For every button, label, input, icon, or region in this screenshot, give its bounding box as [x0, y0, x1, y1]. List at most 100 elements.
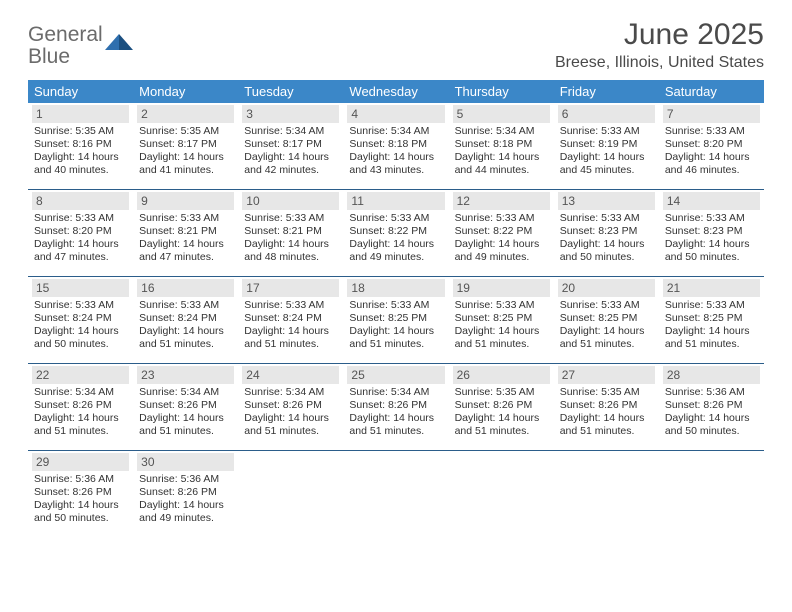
daylight-line: Daylight: 14 hours and 51 minutes. — [34, 412, 127, 438]
day-details: Sunrise: 5:33 AMSunset: 8:21 PMDaylight:… — [242, 212, 339, 265]
calendar-cell: 8Sunrise: 5:33 AMSunset: 8:20 PMDaylight… — [28, 190, 133, 277]
day-details: Sunrise: 5:35 AMSunset: 8:26 PMDaylight:… — [558, 386, 655, 439]
calendar-cell: 1Sunrise: 5:35 AMSunset: 8:16 PMDaylight… — [28, 103, 133, 190]
day-number: 2 — [137, 105, 234, 123]
day-details: Sunrise: 5:33 AMSunset: 8:23 PMDaylight:… — [558, 212, 655, 265]
daylight-line: Daylight: 14 hours and 51 minutes. — [139, 412, 232, 438]
sunset-line: Sunset: 8:25 PM — [665, 312, 758, 325]
daylight-line: Daylight: 14 hours and 51 minutes. — [560, 325, 653, 351]
calendar-cell: 10Sunrise: 5:33 AMSunset: 8:21 PMDayligh… — [238, 190, 343, 277]
calendar-cell: 6Sunrise: 5:33 AMSunset: 8:19 PMDaylight… — [554, 103, 659, 190]
calendar-cell: 23Sunrise: 5:34 AMSunset: 8:26 PMDayligh… — [133, 364, 238, 451]
calendar-cell: 15Sunrise: 5:33 AMSunset: 8:24 PMDayligh… — [28, 277, 133, 364]
month-title: June 2025 — [555, 18, 764, 52]
day-details: Sunrise: 5:33 AMSunset: 8:25 PMDaylight:… — [663, 299, 760, 352]
sunrise-line: Sunrise: 5:33 AM — [244, 212, 337, 225]
sunrise-line: Sunrise: 5:35 AM — [139, 125, 232, 138]
sunrise-line: Sunrise: 5:33 AM — [349, 299, 442, 312]
day-number: 27 — [558, 366, 655, 384]
sunset-line: Sunset: 8:25 PM — [560, 312, 653, 325]
daylight-line: Daylight: 14 hours and 51 minutes. — [244, 325, 337, 351]
calendar-cell: 5Sunrise: 5:34 AMSunset: 8:18 PMDaylight… — [449, 103, 554, 190]
daylight-line: Daylight: 14 hours and 42 minutes. — [244, 151, 337, 177]
daylight-line: Daylight: 14 hours and 51 minutes. — [349, 325, 442, 351]
daylight-line: Daylight: 14 hours and 49 minutes. — [349, 238, 442, 264]
sunset-line: Sunset: 8:26 PM — [665, 399, 758, 412]
brand-logo: General Blue — [28, 18, 135, 68]
daylight-line: Daylight: 14 hours and 47 minutes. — [139, 238, 232, 264]
calendar-cell: 22Sunrise: 5:34 AMSunset: 8:26 PMDayligh… — [28, 364, 133, 451]
day-details: Sunrise: 5:34 AMSunset: 8:26 PMDaylight:… — [137, 386, 234, 439]
day-details: Sunrise: 5:33 AMSunset: 8:25 PMDaylight:… — [347, 299, 444, 352]
daylight-line: Daylight: 14 hours and 50 minutes. — [665, 238, 758, 264]
day-details: Sunrise: 5:33 AMSunset: 8:22 PMDaylight:… — [453, 212, 550, 265]
day-number: 28 — [663, 366, 760, 384]
calendar-cell: 25 Sunrise: 5:34 AMSunset: 8:26 PMDayligh… — [343, 364, 448, 451]
calendar-cell — [238, 451, 343, 538]
daylight-line: Daylight: 14 hours and 48 minutes. — [244, 238, 337, 264]
daylight-line: Daylight: 14 hours and 40 minutes. — [34, 151, 127, 177]
day-number: 17 — [242, 279, 339, 297]
calendar-row: 1Sunrise: 5:35 AMSunset: 8:16 PMDaylight… — [28, 103, 764, 190]
sunset-line: Sunset: 8:26 PM — [34, 399, 127, 412]
sunset-line: Sunset: 8:24 PM — [244, 312, 337, 325]
daylight-line: Daylight: 14 hours and 49 minutes. — [139, 499, 232, 525]
day-details: Sunrise: 5:34 AMSunset: 8:17 PMDaylight:… — [242, 125, 339, 178]
sunset-line: Sunset: 8:22 PM — [455, 225, 548, 238]
sunset-line: Sunset: 8:20 PM — [665, 138, 758, 151]
sunrise-line: Sunrise: 5:34 AM — [139, 386, 232, 399]
sunrise-line: Sunrise: 5:33 AM — [244, 299, 337, 312]
day-number: 9 — [137, 192, 234, 210]
calendar-cell: 30Sunrise: 5:36 AMSunset: 8:26 PMDayligh… — [133, 451, 238, 538]
day-number: 12 — [453, 192, 550, 210]
day-details: Sunrise: 5:33 AMSunset: 8:24 PMDaylight:… — [137, 299, 234, 352]
daylight-line: Daylight: 14 hours and 51 minutes. — [455, 325, 548, 351]
day-details: Sunrise: 5:34 AMSunset: 8:18 PMDaylight:… — [347, 125, 444, 178]
calendar-cell: 21 Sunrise: 5:33 AMSunset: 8:25 PMDayligh… — [659, 277, 764, 364]
day-number: 30 — [137, 453, 234, 471]
sunrise-line: Sunrise: 5:33 AM — [560, 125, 653, 138]
daylight-line: Daylight: 14 hours and 41 minutes. — [139, 151, 232, 177]
sunrise-line: Sunrise: 5:33 AM — [665, 125, 758, 138]
sunrise-line: Sunrise: 5:33 AM — [455, 299, 548, 312]
sunrise-line: Sunrise: 5:34 AM — [349, 125, 442, 138]
sunset-line: Sunset: 8:18 PM — [349, 138, 442, 151]
sunrise-line: Sunrise: 5:33 AM — [34, 212, 127, 225]
title-block: June 2025 Breese, Illinois, United State… — [555, 18, 764, 72]
sunset-line: Sunset: 8:26 PM — [244, 399, 337, 412]
calendar-row: 29Sunrise: 5:36 AMSunset: 8:26 PMDayligh… — [28, 451, 764, 538]
calendar-cell: 19Sunrise: 5:33 AMSunset: 8:25 PMDayligh… — [449, 277, 554, 364]
sunrise-line: Sunrise: 5:33 AM — [455, 212, 548, 225]
sunset-line: Sunset: 8:26 PM — [139, 486, 232, 499]
calendar-row: 22Sunrise: 5:34 AMSunset: 8:26 PMDayligh… — [28, 364, 764, 451]
day-number: 22 — [32, 366, 129, 384]
day-details: Sunrise: 5:35 AMSunset: 8:26 PMDaylight:… — [453, 386, 550, 439]
day-number: 8 — [32, 192, 129, 210]
sunset-line: Sunset: 8:17 PM — [139, 138, 232, 151]
daylight-line: Daylight: 14 hours and 50 minutes. — [560, 238, 653, 264]
daylight-line: Daylight: 14 hours and 51 minutes. — [139, 325, 232, 351]
calendar-cell: 24Sunrise: 5:34 AMSunset: 8:26 PMDayligh… — [238, 364, 343, 451]
day-number: 25 — [347, 366, 444, 384]
calendar-cell: 14Sunrise: 5:33 AMSunset: 8:23 PMDayligh… — [659, 190, 764, 277]
day-details: Sunrise: 5:33 AMSunset: 8:25 PMDaylight:… — [453, 299, 550, 352]
sunset-line: Sunset: 8:24 PM — [139, 312, 232, 325]
sunset-line: Sunset: 8:26 PM — [34, 486, 127, 499]
day-details: Sunrise: 5:34 AMSunset: 8:26 PMDaylight:… — [242, 386, 339, 439]
day-number: 11 — [347, 192, 444, 210]
day-number: 21 — [663, 279, 760, 297]
sunrise-line: Sunrise: 5:34 AM — [244, 386, 337, 399]
daylight-line: Daylight: 14 hours and 51 minutes. — [560, 412, 653, 438]
sunset-line: Sunset: 8:21 PM — [244, 225, 337, 238]
day-details: Sunrise: 5:33 AMSunset: 8:22 PMDaylight:… — [347, 212, 444, 265]
weekday-header: Sunday — [28, 80, 133, 103]
day-number: 26 — [453, 366, 550, 384]
day-number: 4 — [347, 105, 444, 123]
daylight-line: Daylight: 14 hours and 50 minutes. — [34, 325, 127, 351]
day-number: 14 — [663, 192, 760, 210]
location-label: Breese, Illinois, United States — [555, 54, 764, 72]
day-details: Sunrise: 5:34 AMSunset: 8:26 PMDaylight:… — [347, 386, 444, 439]
sunset-line: Sunset: 8:23 PM — [560, 225, 653, 238]
calendar-row: 15Sunrise: 5:33 AMSunset: 8:24 PMDayligh… — [28, 277, 764, 364]
sunrise-line: Sunrise: 5:33 AM — [34, 299, 127, 312]
